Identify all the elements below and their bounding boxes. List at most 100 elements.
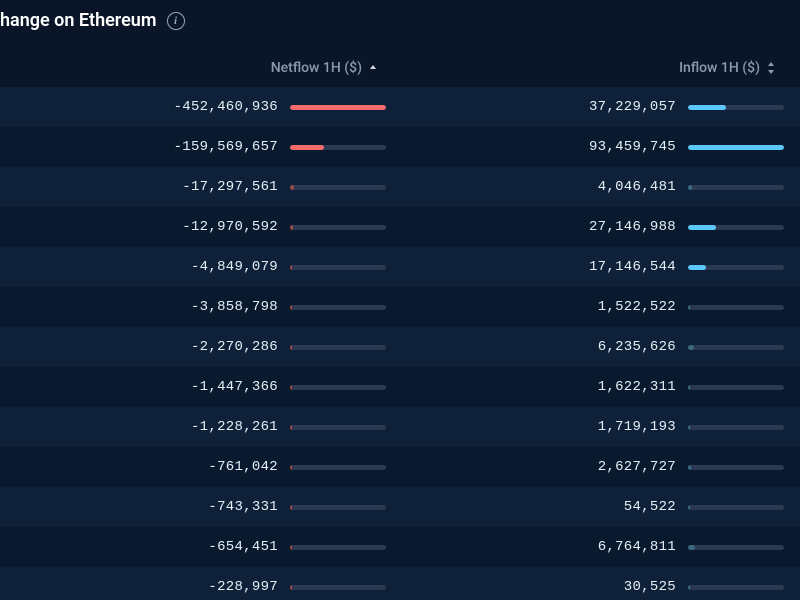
- table-row: -1,228,261 1,719,193: [0, 407, 800, 447]
- inflow-value: 1,719,193: [598, 419, 676, 435]
- netflow-bar: [290, 265, 386, 270]
- table-row: -654,451 6,764,811: [0, 527, 800, 567]
- netflow-bar: [290, 385, 386, 390]
- inflow-value: 2,627,727: [598, 459, 676, 475]
- table-body: -452,460,936 37,229,057 -159,569,657 93,459…: [0, 87, 800, 600]
- inflow-value: 27,146,988: [589, 219, 676, 235]
- column-header-inflow-label: Inflow 1H ($): [679, 60, 760, 76]
- netflow-value: -1,228,261: [191, 419, 278, 435]
- table-row: -3,858,798 1,522,522: [0, 287, 800, 327]
- cell-netflow: -2,270,286: [0, 339, 398, 355]
- cell-netflow: -12,970,592: [0, 219, 398, 235]
- cell-inflow: 93,459,745: [398, 139, 794, 155]
- cell-inflow: 1,522,522: [398, 299, 794, 315]
- inflow-value: 93,459,745: [589, 139, 676, 155]
- netflow-value: -1,447,366: [191, 379, 278, 395]
- page-title: hange on Ethereum: [0, 10, 157, 31]
- sort-both-icon: [766, 61, 776, 75]
- cell-netflow: -228,997: [0, 579, 398, 595]
- netflow-value: -654,451: [208, 539, 278, 555]
- table-row: -4,849,079 17,146,544: [0, 247, 800, 287]
- cell-netflow: -452,460,936: [0, 99, 398, 115]
- inflow-bar: [688, 225, 784, 230]
- table-row: -2,270,286 6,235,626: [0, 327, 800, 367]
- cell-netflow: -761,042: [0, 459, 398, 475]
- cell-netflow: -743,331: [0, 499, 398, 515]
- netflow-bar: [290, 105, 386, 110]
- table-row: -743,331 54,522: [0, 487, 800, 527]
- sort-asc-icon: [368, 63, 378, 73]
- netflow-bar: [290, 425, 386, 430]
- inflow-bar: [688, 105, 784, 110]
- netflow-value: -2,270,286: [191, 339, 278, 355]
- cell-netflow: -1,447,366: [0, 379, 398, 395]
- inflow-bar: [688, 425, 784, 430]
- table-row: -1,447,366 1,622,311: [0, 367, 800, 407]
- netflow-bar: [290, 585, 386, 590]
- cell-inflow: 2,627,727: [398, 459, 794, 475]
- netflow-bar: [290, 185, 386, 190]
- netflow-value: -4,849,079: [191, 259, 278, 275]
- table-row: -761,042 2,627,727: [0, 447, 800, 487]
- netflow-value: -12,970,592: [182, 219, 278, 235]
- inflow-value: 30,525: [624, 579, 676, 595]
- cell-inflow: 6,764,811: [398, 539, 794, 555]
- table-row: -17,297,561 4,046,481: [0, 167, 800, 207]
- netflow-value: -17,297,561: [182, 179, 278, 195]
- cell-inflow: 54,522: [398, 499, 794, 515]
- inflow-bar: [688, 385, 784, 390]
- inflow-bar: [688, 585, 784, 590]
- cell-netflow: -1,228,261: [0, 419, 398, 435]
- cell-inflow: 17,146,544: [398, 259, 794, 275]
- inflow-value: 1,622,311: [598, 379, 676, 395]
- netflow-value: -159,569,657: [174, 139, 278, 155]
- cell-netflow: -654,451: [0, 539, 398, 555]
- inflow-value: 4,046,481: [598, 179, 676, 195]
- netflow-bar: [290, 545, 386, 550]
- inflow-value: 1,522,522: [598, 299, 676, 315]
- netflow-bar: [290, 465, 386, 470]
- inflow-bar: [688, 505, 784, 510]
- inflow-bar: [688, 145, 784, 150]
- netflow-value: -761,042: [208, 459, 278, 475]
- cell-inflow: 27,146,988: [398, 219, 794, 235]
- netflow-value: -228,997: [208, 579, 278, 595]
- column-header-netflow-label: Netflow 1H ($): [271, 60, 362, 76]
- table-row: -452,460,936 37,229,057: [0, 87, 800, 127]
- cell-netflow: -17,297,561: [0, 179, 398, 195]
- inflow-bar: [688, 345, 784, 350]
- cell-netflow: -3,858,798: [0, 299, 398, 315]
- page-title-row: hange on Ethereum i: [0, 0, 800, 49]
- netflow-bar: [290, 305, 386, 310]
- cell-inflow: 4,046,481: [398, 179, 794, 195]
- column-header-inflow[interactable]: Inflow 1H ($): [398, 60, 794, 76]
- inflow-bar: [688, 465, 784, 470]
- inflow-value: 37,229,057: [589, 99, 676, 115]
- inflow-bar: [688, 265, 784, 270]
- info-icon[interactable]: i: [167, 12, 185, 30]
- cell-inflow: 30,525: [398, 579, 794, 595]
- table-header: Netflow 1H ($) Inflow 1H ($): [0, 49, 800, 87]
- inflow-bar: [688, 545, 784, 550]
- inflow-bar: [688, 185, 784, 190]
- cell-netflow: -4,849,079: [0, 259, 398, 275]
- cell-inflow: 1,719,193: [398, 419, 794, 435]
- netflow-bar: [290, 505, 386, 510]
- cell-inflow: 1,622,311: [398, 379, 794, 395]
- column-header-netflow[interactable]: Netflow 1H ($): [0, 60, 398, 76]
- cell-netflow: -159,569,657: [0, 139, 398, 155]
- inflow-value: 6,764,811: [598, 539, 676, 555]
- cell-inflow: 6,235,626: [398, 339, 794, 355]
- inflow-bar: [688, 305, 784, 310]
- table-row: -12,970,592 27,146,988: [0, 207, 800, 247]
- netflow-value: -452,460,936: [174, 99, 278, 115]
- netflow-bar: [290, 225, 386, 230]
- cell-inflow: 37,229,057: [398, 99, 794, 115]
- data-table: Netflow 1H ($) Inflow 1H ($) -452,460,93…: [0, 49, 800, 600]
- table-row: -159,569,657 93,459,745: [0, 127, 800, 167]
- inflow-value: 17,146,544: [589, 259, 676, 275]
- inflow-value: 54,522: [624, 499, 676, 515]
- netflow-value: -743,331: [208, 499, 278, 515]
- table-row: -228,997 30,525: [0, 567, 800, 600]
- inflow-value: 6,235,626: [598, 339, 676, 355]
